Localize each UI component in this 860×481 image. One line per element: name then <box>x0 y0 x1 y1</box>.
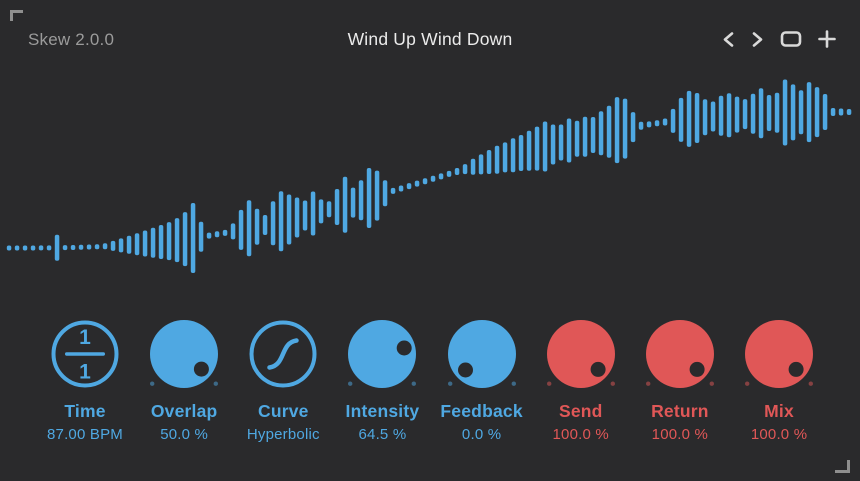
feedback-knob[interactable] <box>432 304 532 404</box>
preset-nav <box>718 26 840 52</box>
time-value[interactable]: 87.00 BPM <box>46 426 123 443</box>
intensity-knob[interactable] <box>332 304 432 404</box>
plugin-version: Skew 2.0.0 <box>28 30 115 49</box>
return-knob[interactable] <box>630 304 730 404</box>
curve-knob[interactable] <box>233 304 333 404</box>
preset-browser-button[interactable] <box>776 26 806 52</box>
return-label: Return <box>651 401 709 421</box>
send-label: Send <box>558 401 603 421</box>
rounded-square-icon <box>780 30 802 48</box>
curve-label: Curve <box>257 401 309 421</box>
mix-label: Mix <box>764 401 794 421</box>
return-value[interactable]: 100.0 % <box>651 426 709 443</box>
preset-title[interactable]: Wind Up Wind Down <box>347 29 513 49</box>
curve-value[interactable]: Hyperbolic <box>246 426 320 443</box>
knob-curve: Curve Hyperbolic <box>233 304 333 445</box>
time-label: Time <box>64 401 106 421</box>
save-preset-button[interactable] <box>814 26 840 52</box>
resize-corner-icon[interactable] <box>10 10 23 21</box>
send-knob[interactable] <box>531 304 631 404</box>
send-value[interactable]: 100.0 % <box>552 426 609 443</box>
overlap-label: Overlap <box>150 401 218 421</box>
knob-send: Send 100.0 % <box>531 304 631 445</box>
plus-icon <box>818 30 836 48</box>
chevron-right-icon <box>751 31 764 48</box>
next-preset-button[interactable] <box>747 27 768 52</box>
intensity-value[interactable]: 64.5 % <box>358 426 407 443</box>
knob-feedback: Feedback 0.0 % <box>432 304 532 445</box>
svg-text:1: 1 <box>79 361 91 384</box>
knob-return: Return 100.0 % <box>630 304 730 445</box>
knob-time: 1 1 Time 87.00 BPM <box>35 304 135 445</box>
header-bar: Skew 2.0.0 Wind Up Wind Down <box>0 0 860 62</box>
knob-intensity: Intensity 64.5 % <box>332 304 432 445</box>
previous-preset-button[interactable] <box>718 27 739 52</box>
feedback-value[interactable]: 0.0 % <box>461 426 502 443</box>
mix-knob[interactable] <box>729 304 829 404</box>
mix-value[interactable]: 100.0 % <box>750 426 808 443</box>
svg-text:1: 1 <box>79 326 91 349</box>
feedback-label: Feedback <box>440 401 523 421</box>
overlap-value[interactable]: 50.0 % <box>160 426 209 443</box>
knob-overlap: Overlap 50.0 % <box>134 304 234 445</box>
overlap-knob[interactable] <box>134 304 234 404</box>
chevron-left-icon <box>722 31 735 48</box>
intensity-label: Intensity <box>345 401 420 421</box>
knob-mix: Mix 100.0 % <box>729 304 829 445</box>
resize-corner-icon[interactable] <box>835 460 850 473</box>
